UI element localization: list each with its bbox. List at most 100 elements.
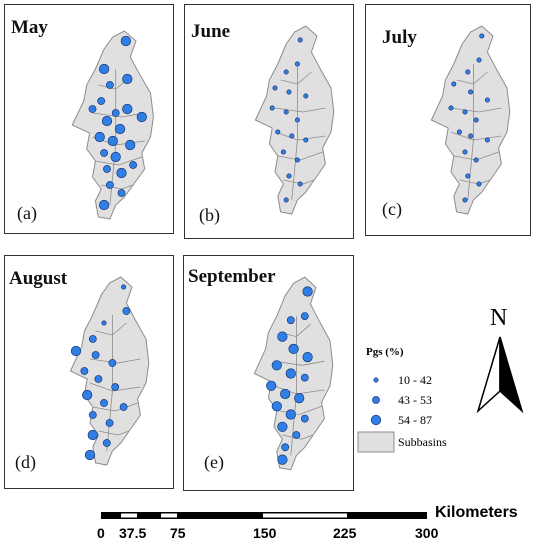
station-dot [100,149,108,157]
subbasin-boundary [106,315,113,452]
legend-label: 10 - 42 [398,373,432,387]
legend-subbasin-swatch [357,431,395,453]
station-dot [271,401,282,412]
station-dot [286,316,295,325]
station-dot [286,173,292,179]
scale-tick: 37.5 [119,525,147,541]
subbasin-boundary [276,405,322,415]
station-dot [82,389,93,401]
station-dot [283,197,289,203]
panel-month-label: June [191,21,231,42]
station-dot [122,73,133,85]
north-label: N [490,305,508,331]
station-dot [294,117,300,123]
station-dot [87,429,98,441]
station-dot [88,335,97,343]
panel-tag: (c) [382,199,402,219]
scale-tick: 150 [253,525,277,541]
station-dot [122,103,133,115]
station-dot [462,197,468,203]
subbasin-boundary [283,179,315,185]
map-panel-july: July (c) [365,4,531,236]
station-dot [473,117,479,123]
station-dot [280,149,286,155]
scale-units: Kilometers [435,504,518,521]
scale-tick: 0 [97,525,105,541]
station-dot [272,85,278,91]
station-dot [289,133,295,139]
legend-title: Pgs (%) [366,346,404,358]
station-dot [300,414,309,423]
subbasin-boundary [291,64,298,201]
station-dot [91,351,100,359]
north-arrow: N [470,305,530,415]
map-panel-may: May (a) [4,4,174,234]
scale-bar: Kilometers 0 37.5 75 150 225 300 [95,504,535,550]
station-dot [119,403,128,411]
basin-map [254,25,335,215]
station-dot [465,69,471,75]
basin-map [69,276,150,466]
station-dot [98,199,110,211]
map-panel-september: September (e) [183,255,354,491]
basin-outline [430,25,511,215]
station-dot [479,33,485,39]
legend-dot-small [373,377,379,383]
station-dot [294,157,300,163]
station-dot [277,421,288,432]
basin-outline [254,25,335,215]
station-dot [285,409,296,420]
station-dot [97,97,106,105]
station-dot [103,165,111,173]
station-dot [129,161,138,169]
basin-map [253,276,334,471]
station-dot [462,149,468,155]
station-dot [98,63,110,75]
station-dot [285,368,296,379]
station-dot [300,312,309,320]
station-dot [101,320,107,326]
station-dot [476,57,482,63]
scale-tick: 225 [333,525,357,541]
legend-subbasins-label: Subbasins [398,435,447,449]
legend-label: 43 - 53 [398,393,432,407]
subbasin-boundary [274,107,326,113]
basin-map [430,25,511,215]
basin-outline [71,30,154,220]
legend-dot-large [370,414,382,426]
station-dot [102,439,111,447]
station-dot [283,69,289,75]
scale-tick: 300 [415,525,439,541]
station-dot [468,133,474,139]
subbasin-boundary [89,358,141,364]
station-dot [121,284,127,290]
station-dot [84,449,96,461]
station-dot [94,375,103,383]
station-dot [448,105,454,111]
station-dot [70,345,82,357]
station-dot [283,109,289,115]
subbasin-boundary [95,156,142,166]
station-dot [94,131,105,143]
station-dot [280,388,291,400]
station-dot [114,123,126,135]
station-dot [303,137,309,143]
subbasin-boundary [450,107,502,113]
station-dot [116,167,127,179]
station-dot [302,286,313,297]
station-dot [111,383,120,391]
panel-tag: (b) [199,205,220,225]
map-panel-august: August (d) [4,255,174,489]
subbasin-boundary [277,151,323,161]
station-dot [277,454,288,465]
subbasin-boundary [98,430,130,436]
station-dot [294,61,300,67]
legend: Pgs (%) 10 - 42 43 - 53 54 - 87 Subbasin… [352,340,472,470]
station-dot [281,443,290,452]
station-dot [277,331,288,342]
panel-month-label: September [188,266,276,287]
legend-symbols [357,377,395,453]
scale-tick: 75 [170,525,186,541]
station-dot [88,411,97,419]
station-dot [106,81,114,89]
